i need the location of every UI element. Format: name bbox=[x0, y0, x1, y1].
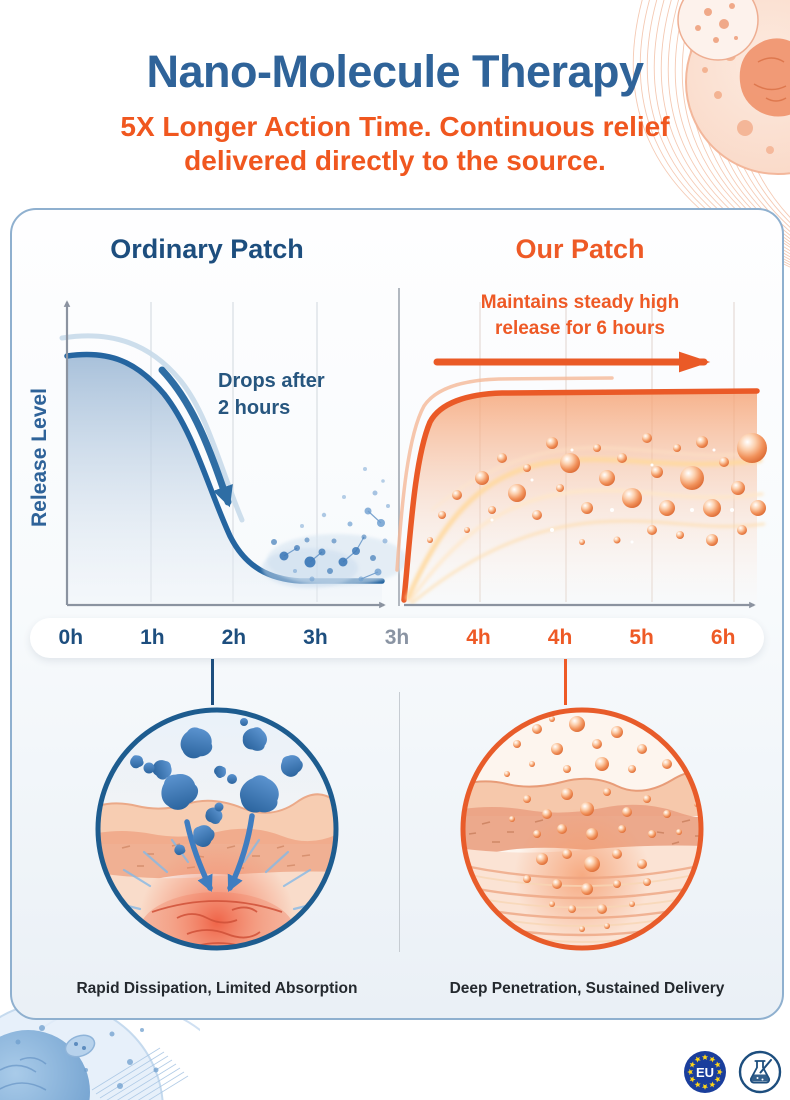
tick-5h: 5h bbox=[629, 626, 654, 649]
subtitle-line-1: 5X Longer Action Time. Continuous relief bbox=[120, 111, 670, 142]
molecule-dots bbox=[262, 467, 407, 588]
lab-flask-icon bbox=[738, 1050, 782, 1094]
tick-2h: 2h bbox=[221, 626, 247, 649]
release-chart bbox=[59, 288, 767, 609]
connector-line-blue bbox=[211, 659, 214, 705]
tick-4h-b: 4h bbox=[547, 626, 573, 649]
tick-4h-a: 4h bbox=[466, 626, 491, 649]
annotation-line-2: 2 hours bbox=[218, 397, 291, 419]
molecule-blobs bbox=[130, 718, 312, 856]
tick-0h: 0h bbox=[58, 626, 84, 649]
comparison-card: Ordinary Patch Our Patch Maintains stead… bbox=[10, 208, 784, 1020]
drops-annotation: Drops after 2 hours bbox=[218, 368, 325, 422]
steady-release-note: Maintains steady high release for 6 hour… bbox=[430, 290, 730, 342]
section-divider bbox=[399, 692, 400, 952]
tick-3h-mid: 3h bbox=[384, 626, 410, 649]
penetration-arrows bbox=[184, 813, 255, 893]
ordinary-caption: Rapid Dissipation, Limited Absorption bbox=[76, 980, 358, 997]
subtitle-line-2: delivered directly to the source. bbox=[184, 145, 606, 176]
eu-stars-circle-icon: EU bbox=[684, 1051, 726, 1093]
our-skin-diagram bbox=[460, 707, 704, 951]
our-caption: Deep Penetration, Sustained Delivery bbox=[449, 980, 725, 997]
connector-line-orange bbox=[564, 659, 567, 705]
certification-badges: EU bbox=[683, 1050, 782, 1094]
tick-1h: 1h bbox=[140, 626, 165, 649]
sparkles bbox=[490, 448, 734, 544]
annotation-line-1: Drops after bbox=[218, 370, 325, 392]
ordinary-skin-diagram bbox=[95, 707, 339, 951]
page-title: Nano-Molecule Therapy bbox=[146, 46, 644, 97]
our-curve bbox=[395, 376, 760, 603]
nano-bubbles bbox=[427, 433, 767, 546]
tick-3h-left: 3h bbox=[303, 626, 328, 649]
drop-arrow-icon bbox=[158, 366, 233, 508]
axes bbox=[63, 300, 756, 609]
hatch-lines bbox=[91, 1047, 189, 1100]
note-line-1: Maintains steady high bbox=[480, 292, 680, 313]
ordinary-curve bbox=[59, 333, 385, 603]
our-patch-heading: Our Patch bbox=[515, 234, 645, 264]
y-axis-label: Release Level bbox=[28, 388, 51, 528]
tick-6h: 6h bbox=[710, 626, 736, 649]
time-axis-bar: 0h 1h 2h 3h 3h 4h 4h 5h 6h bbox=[30, 618, 764, 658]
note-line-2: release for 6 hours bbox=[494, 318, 666, 339]
page-subtitle: 5X Longer Action Time. Continuous relief… bbox=[0, 110, 790, 178]
eu-label: EU bbox=[696, 1065, 714, 1080]
ordinary-patch-heading: Ordinary Patch bbox=[110, 234, 304, 264]
